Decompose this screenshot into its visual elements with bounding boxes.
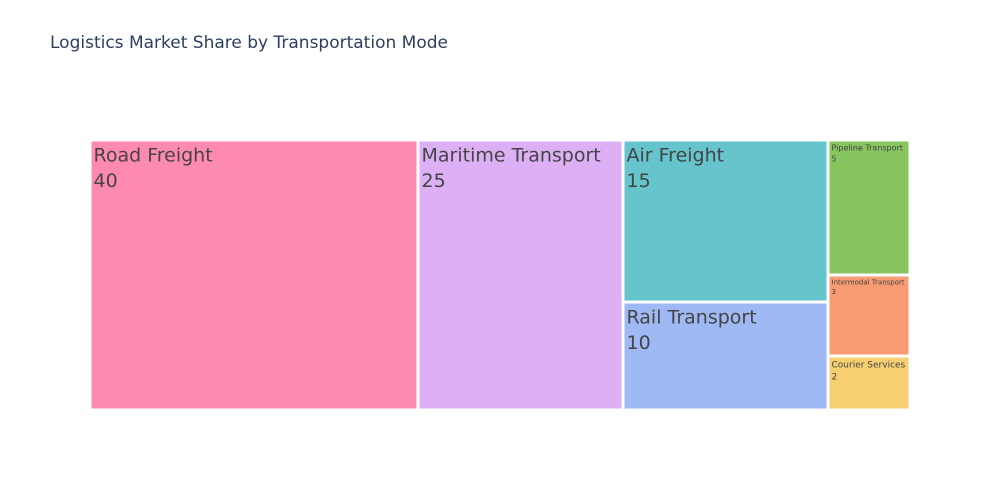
chart-title: Logistics Market Share by Transportation… <box>50 33 448 53</box>
tile-road-freight[interactable]: Road Freight 40 <box>91 141 417 409</box>
tile-label-intermodal-transport: Intermodal Transport <box>832 279 905 287</box>
tile-label-road-freight: Road Freight <box>94 145 213 167</box>
tile-label-courier-services: Courier Services <box>832 361 906 371</box>
tile-value-intermodal-transport: 3 <box>832 288 836 296</box>
tile-courier-services[interactable]: Courier Services 2 <box>829 357 909 409</box>
tile-rect-pipeline-transport[interactable] <box>829 141 909 274</box>
tile-rect-intermodal-transport[interactable] <box>829 276 909 355</box>
tile-label-air-freight: Air Freight <box>627 145 725 167</box>
tile-value-rail-transport: 10 <box>627 332 651 354</box>
tile-label-rail-transport: Rail Transport <box>627 307 757 329</box>
tile-value-pipeline-transport: 5 <box>832 154 837 163</box>
tile-rect-rail-transport[interactable] <box>624 303 827 409</box>
tile-value-road-freight: 40 <box>94 170 118 192</box>
tile-rect-maritime-transport[interactable] <box>419 141 622 409</box>
tile-rect-road-freight[interactable] <box>91 141 417 409</box>
tile-label-maritime-transport: Maritime Transport <box>422 145 601 167</box>
tile-rail-transport[interactable]: Rail Transport 10 <box>624 303 827 409</box>
tile-label-pipeline-transport: Pipeline Transport <box>832 144 903 153</box>
tile-rect-air-freight[interactable] <box>624 141 827 301</box>
tile-maritime-transport[interactable]: Maritime Transport 25 <box>419 141 622 409</box>
tile-value-maritime-transport: 25 <box>422 170 446 192</box>
tile-value-courier-services: 2 <box>832 373 838 383</box>
tile-rect-courier-services[interactable] <box>829 357 909 409</box>
tile-value-air-freight: 15 <box>627 170 651 192</box>
tile-air-freight[interactable]: Air Freight 15 <box>624 141 827 301</box>
